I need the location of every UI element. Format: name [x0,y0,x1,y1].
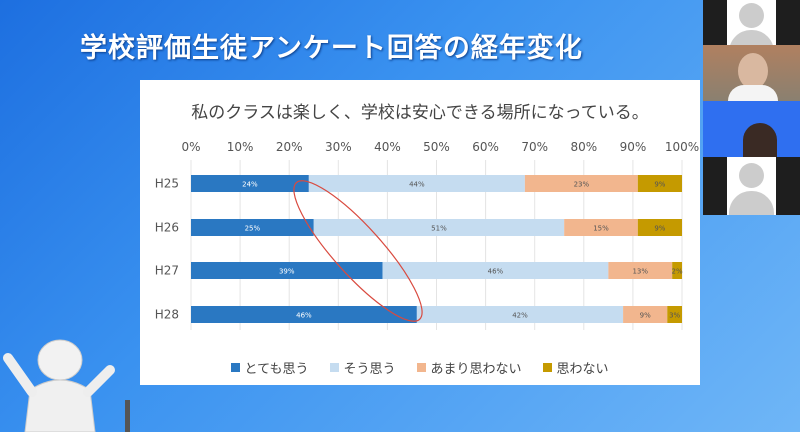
video-panel [703,0,800,215]
cheering-figure-illustration [3,339,130,432]
legend: とても思う そう思う あまり思わない 思わない [140,358,700,377]
data-label: 2% [672,268,683,276]
bar-segment [191,262,383,279]
data-label: 23% [574,181,590,189]
y-category-label: H26 [155,221,179,235]
participant-shirt [728,85,778,101]
highlight-ellipse [293,180,423,322]
y-category-label: H27 [155,264,179,278]
slide-title: 学校評価生徒アンケート回答の経年変化 [80,33,583,64]
bar-segment [608,262,673,279]
bar-segment [672,262,682,279]
legend-swatch [330,363,340,372]
video-tile-participant-4[interactable] [703,157,800,215]
video-tile-participant-1[interactable] [703,0,800,45]
data-label: 24% [242,181,258,189]
bar-segment [191,175,309,192]
bar-segment [524,175,638,192]
x-tick-label: 40% [374,140,401,154]
data-label: 9% [654,181,665,189]
participant-face [738,53,768,89]
avatar-placeholder-icon [727,157,776,215]
data-label: 3% [669,312,680,320]
bar-segment [637,219,682,236]
data-label: 39% [279,268,295,276]
data-label: 13% [632,268,648,276]
bar-segment [416,306,624,323]
video-tile-participant-3[interactable] [703,101,800,157]
x-tick-label: 20% [276,140,303,154]
bar-segment [191,306,417,323]
data-label: 9% [640,312,651,320]
data-label: 25% [245,225,261,233]
legend-swatch [417,363,427,372]
x-tick-label: 80% [570,140,597,154]
bar-segment [637,175,682,192]
data-label: 51% [431,225,447,233]
bar-segment [623,306,668,323]
y-category-label: H28 [155,308,179,322]
video-tile-participant-2[interactable] [703,45,800,101]
data-label: 46% [488,268,504,276]
bar-segment [667,306,682,323]
stacked-bar-chart: 0% 10% 20% 30% 40% 50% 60% 70% 80% 90% 100% H25 24% 4… [155,140,699,330]
x-tick-label: 90% [620,140,647,154]
y-category-label: H25 [155,177,179,191]
legend-item: 思わない [543,358,609,377]
x-tick-label: 60% [472,140,499,154]
x-tick-label: 0% [181,140,200,154]
legend-item: とても思う [231,358,308,377]
data-label: 9% [654,225,665,233]
bar-segment [313,219,565,236]
legend-item: あまり思わない [417,358,521,377]
data-label: 15% [593,225,609,233]
x-tick-label: 50% [423,140,450,154]
x-tick-label: 70% [521,140,548,154]
x-tick-label: 10% [227,140,254,154]
participant-face [743,123,777,157]
legend-label: とても思う [244,362,309,377]
data-label: 42% [512,312,528,320]
chart-card: 私のクラスは楽しく、学校は安心できる場所になっている。 0% 10% 20% 30% 4… [140,80,700,385]
legend-swatch [231,363,241,372]
bar-segment [191,219,314,236]
legend-label: 思わない [556,362,609,377]
chart-title: 私のクラスは楽しく、学校は安心できる場所になっている。 [191,103,649,123]
data-label: 46% [296,312,312,320]
data-label: 44% [409,181,425,189]
legend-item: そう思う [330,358,395,377]
avatar-placeholder-icon [727,0,776,45]
x-tick-label: 100% [665,140,699,154]
bar-segment [382,262,609,279]
legend-label: あまり思わない [430,362,522,377]
bar-segment [308,175,525,192]
bar-segment [564,219,638,236]
legend-swatch [543,363,553,372]
legend-label: そう思う [343,362,396,377]
x-tick-label: 30% [325,140,352,154]
